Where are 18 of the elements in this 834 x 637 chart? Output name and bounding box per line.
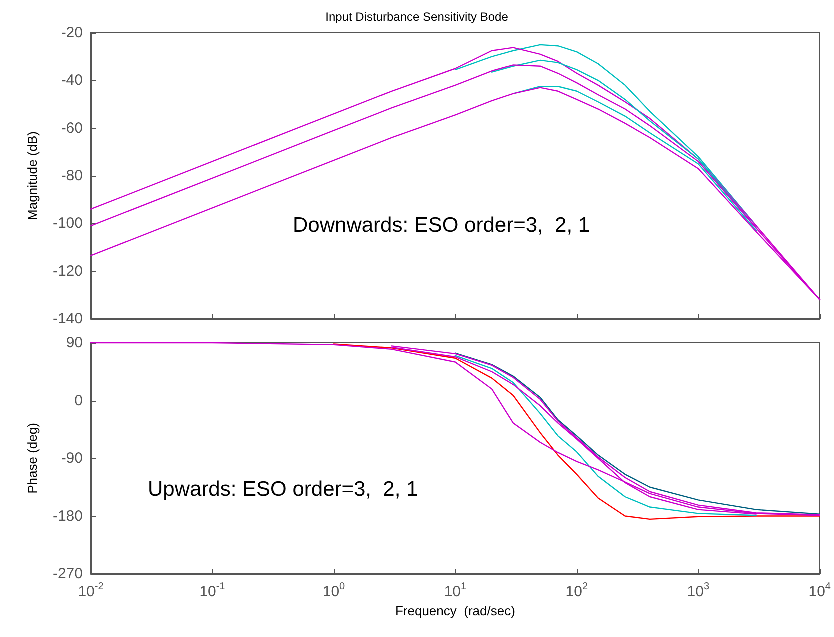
y-tick-label: -20 <box>61 24 83 42</box>
y-tick-label: -80 <box>61 168 83 184</box>
y-tick-label: -40 <box>61 72 83 90</box>
y-tick-label: 90 <box>66 334 83 352</box>
y-tick-label: -180 <box>52 508 83 525</box>
annotation: Upwards: ESO order=3, 2, 1 <box>148 478 418 501</box>
x-axis-title: Frequency (rad/sec) <box>395 603 516 618</box>
chart-title: Input Disturbance Sensitivity Bode <box>326 10 509 24</box>
y-tick-label: 0 <box>74 392 83 410</box>
y-tick-label: -90 <box>61 450 83 467</box>
y-axis-title: Magnitude (dB) <box>25 132 40 220</box>
y-tick-label: -270 <box>52 566 83 582</box>
annotation: Downwards: ESO order=3, 2, 1 <box>293 214 590 237</box>
y-axis-title: Phase (deg) <box>25 423 40 494</box>
y-tick-label: -100 <box>52 215 83 232</box>
y-tick-label: -140 <box>52 310 83 328</box>
y-tick-label: -120 <box>52 262 83 280</box>
y-tick-label: -60 <box>61 120 83 137</box>
